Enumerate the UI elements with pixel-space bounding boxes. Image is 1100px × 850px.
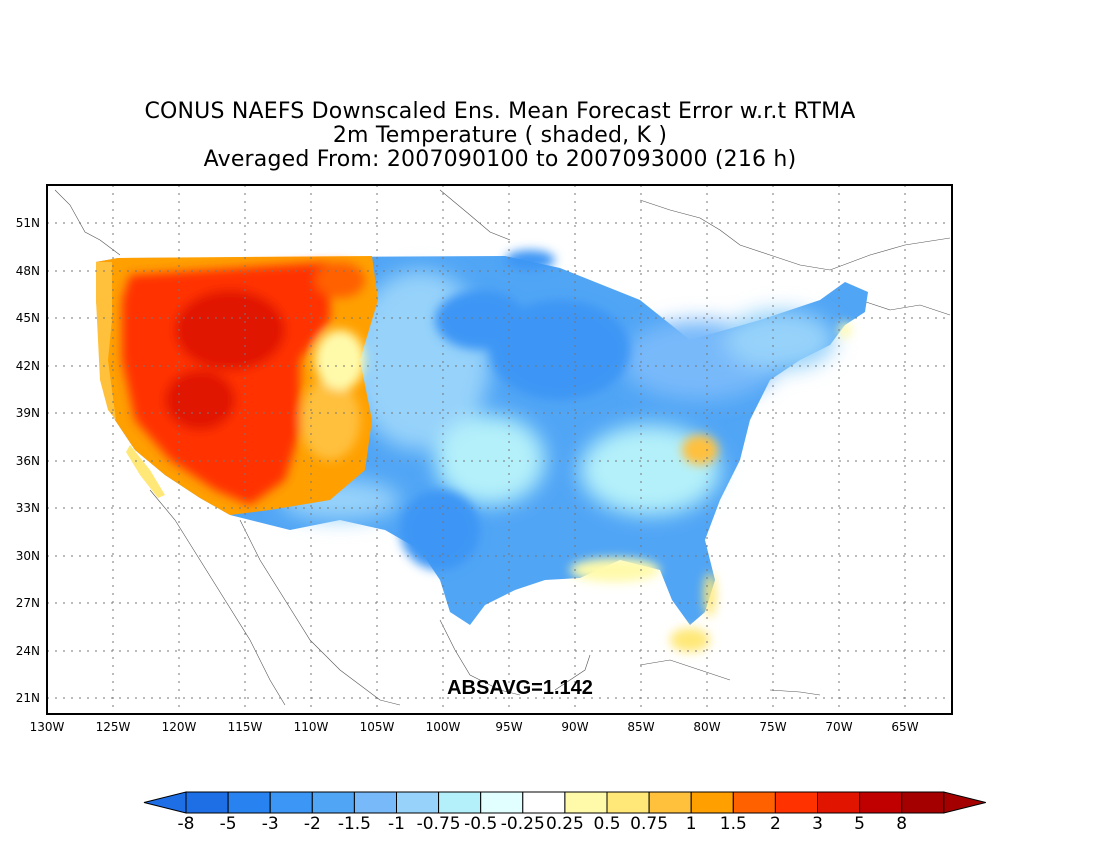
colorbar-swatch bbox=[564, 791, 608, 814]
dark-blue-regions bbox=[400, 250, 630, 570]
lon-label-75w: 75W bbox=[759, 720, 786, 734]
title-line-3: Averaged From: 2007090100 to 2007093000 … bbox=[203, 147, 797, 172]
map-frame bbox=[46, 184, 953, 715]
colorbar-swatch bbox=[648, 791, 692, 814]
lon-label-80w: 80W bbox=[693, 720, 720, 734]
colorbar-swatch bbox=[311, 791, 355, 814]
lat-axis: 51N 48N 45N 42N 39N 36N 33N 30N 27N 24N … bbox=[16, 216, 40, 705]
hot-west-regions bbox=[122, 262, 365, 505]
lon-label-100w: 100W bbox=[426, 720, 461, 734]
colorbar-label: -2 bbox=[304, 814, 321, 834]
lat-label-24n: 24N bbox=[16, 644, 40, 658]
title-line-2: 2m Temperature ( shaded, K ) bbox=[332, 123, 668, 148]
colorbar-swatch bbox=[901, 791, 945, 814]
colorbar-label: 0.75 bbox=[630, 814, 668, 834]
lat-label-27n: 27N bbox=[16, 596, 40, 610]
colorbar-arrow-right bbox=[943, 791, 986, 814]
colorbar-label: 5 bbox=[854, 814, 865, 834]
warm-southeast-regions bbox=[570, 322, 851, 652]
map-grid bbox=[47, 185, 952, 714]
lon-label-110w: 110W bbox=[294, 720, 329, 734]
lon-label-95w: 95W bbox=[495, 720, 522, 734]
colorbar-swatch bbox=[353, 791, 397, 814]
colorbar-swatch bbox=[185, 791, 229, 814]
pacific-coast-strip bbox=[96, 262, 116, 420]
lat-label-45n: 45N bbox=[16, 311, 40, 325]
colorbar-label: 8 bbox=[896, 814, 907, 834]
colorbar-label: 2 bbox=[770, 814, 781, 834]
colorbar-swatch bbox=[859, 791, 903, 814]
lon-label-85w: 85W bbox=[627, 720, 654, 734]
lat-label-33n: 33N bbox=[16, 501, 40, 515]
colorbar-label: -1 bbox=[388, 814, 405, 834]
colorbar-swatch bbox=[690, 791, 734, 814]
colorbar-label: 0.5 bbox=[593, 814, 620, 834]
colorbar-label: -0.75 bbox=[417, 814, 461, 834]
colorbar-label: -5 bbox=[220, 814, 237, 834]
lat-label-39n: 39N bbox=[16, 406, 40, 420]
colorbar: -8 -5 -3 -2 -1.5 -1 -0.75 -0.5 -0.25 0.25 0.5 0.75 1… bbox=[143, 791, 986, 834]
colorbar-label: -3 bbox=[262, 814, 279, 834]
colorbar-label: -0.25 bbox=[501, 814, 545, 834]
lon-label-70w: 70W bbox=[825, 720, 852, 734]
lon-axis: 130W 125W 120W 115W 110W 105W 100W 95W 9… bbox=[30, 720, 919, 734]
colorbar-label: -1.5 bbox=[338, 814, 371, 834]
absavg-annotation: ABSAVG=1.142 bbox=[447, 677, 593, 699]
colorbar-swatch bbox=[438, 791, 482, 814]
colorbar-swatch bbox=[774, 791, 819, 814]
colorbar-label: 0.25 bbox=[546, 814, 584, 834]
california-coast-strip bbox=[126, 445, 165, 498]
lon-label-120w: 120W bbox=[162, 720, 197, 734]
lon-label-65w: 65W bbox=[891, 720, 918, 734]
lon-label-105w: 105W bbox=[360, 720, 395, 734]
colorbar-arrow-left bbox=[143, 791, 187, 814]
colorbar-swatch bbox=[396, 791, 440, 814]
colorbar-swatch bbox=[269, 791, 313, 814]
colorbar-swatch bbox=[227, 791, 271, 814]
colorbar-label: -8 bbox=[178, 814, 195, 834]
lat-label-51n: 51N bbox=[16, 216, 40, 230]
map-area: ABSAVG=1.142 bbox=[47, 185, 952, 714]
colorbar-label: 1.5 bbox=[720, 814, 747, 834]
lon-label-130w: 130W bbox=[30, 720, 65, 734]
lat-label-36n: 36N bbox=[16, 454, 40, 468]
colorbar-swatch bbox=[732, 791, 776, 814]
lat-label-48n: 48N bbox=[16, 264, 40, 278]
map-title: CONUS NAEFS Downscaled Ens. Mean Forecas… bbox=[0, 100, 1000, 172]
colorbar-swatch bbox=[480, 791, 524, 814]
lon-label-115w: 115W bbox=[228, 720, 263, 734]
colorbar-swatch bbox=[522, 791, 566, 814]
lon-label-90w: 90W bbox=[561, 720, 588, 734]
lat-label-21n: 21N bbox=[16, 691, 40, 705]
colorbar-swatch bbox=[606, 791, 650, 814]
colorbar-label: 1 bbox=[686, 814, 697, 834]
colorbar-swatch bbox=[817, 791, 861, 814]
lat-label-30n: 30N bbox=[16, 549, 40, 563]
lon-label-125w: 125W bbox=[96, 720, 131, 734]
colorbar-label: -0.5 bbox=[464, 814, 497, 834]
colorbar-label: 3 bbox=[812, 814, 823, 834]
title-line-1: CONUS NAEFS Downscaled Ens. Mean Forecas… bbox=[144, 99, 856, 124]
lat-label-42n: 42N bbox=[16, 359, 40, 373]
